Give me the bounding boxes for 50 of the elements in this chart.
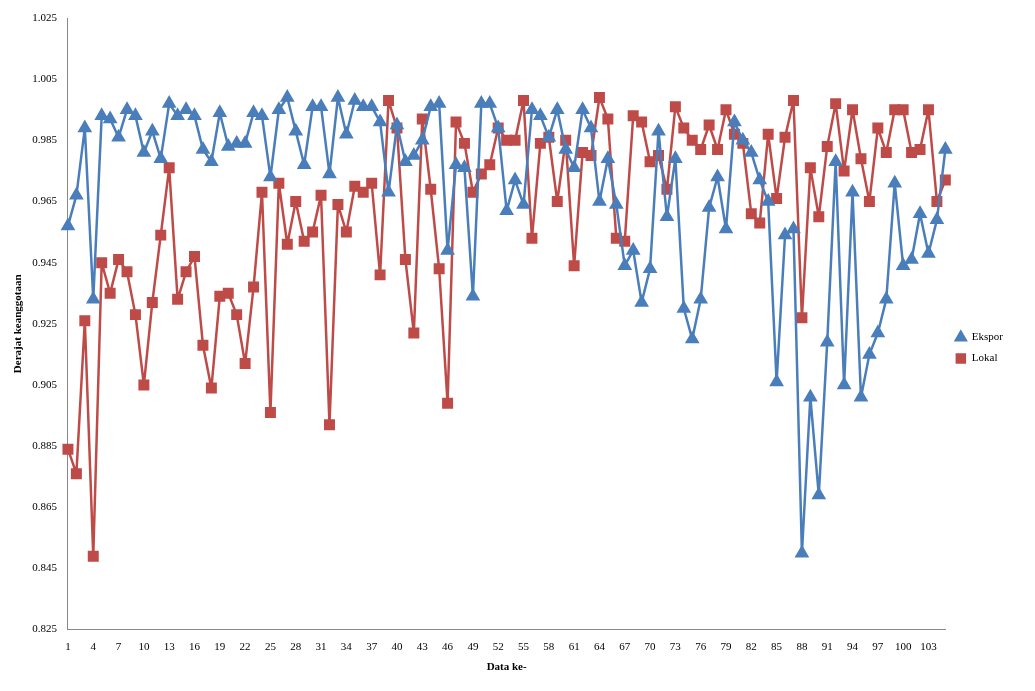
x-tick-label: 88: [796, 640, 808, 653]
x-tick-label: 46: [442, 640, 454, 653]
x-tick-label: 103: [920, 640, 938, 653]
x-tick-label: 4: [90, 640, 97, 653]
x-tick-label: 94: [847, 640, 859, 653]
x-tick-label: 37: [366, 640, 378, 653]
x-tick-label: 82: [745, 640, 757, 653]
x-tick-label: 67: [619, 640, 631, 653]
y-tick-label: 1.005: [32, 72, 58, 85]
x-tick-label: 64: [593, 640, 606, 653]
x-tick-label: 79: [720, 640, 732, 653]
y-axis-title: Derajat keanggotaan: [11, 274, 24, 374]
x-tick-label: 16: [189, 640, 201, 653]
y-tick-label: 0.845: [32, 561, 58, 574]
y-tick-label: 0.965: [32, 194, 58, 207]
x-axis-title: Data ke-: [486, 660, 527, 673]
x-tick-label: 19: [214, 640, 226, 653]
y-tick-label: 0.885: [32, 439, 58, 452]
x-tick-label: 73: [669, 640, 682, 653]
x-tick-label: 70: [644, 640, 657, 653]
x-tick-label: 97: [872, 640, 884, 653]
x-tick-label: 52: [492, 640, 504, 653]
x-tick-label: 7: [115, 640, 122, 653]
x-tick-label: 28: [290, 640, 302, 653]
x-tick-label: 49: [467, 640, 479, 653]
y-tick-label: 1.025: [32, 10, 58, 23]
y-tick-label: 0.925: [32, 316, 58, 329]
x-tick-label: 55: [518, 640, 530, 653]
y-tick-label: 0.945: [32, 255, 58, 268]
x-tick-label: 61: [568, 640, 580, 653]
x-tick-label: 22: [239, 640, 251, 653]
y-tick-label: 0.865: [32, 500, 58, 513]
y-tick-label: 0.905: [32, 377, 58, 390]
x-tick-label: 91: [821, 640, 833, 653]
x-tick-label: 100: [894, 640, 912, 653]
legend-label: Ekspor: [971, 330, 1004, 343]
x-tick-label: 13: [163, 640, 176, 653]
x-tick-label: 43: [416, 640, 429, 653]
x-tick-label: 34: [340, 640, 353, 653]
x-tick-label: 40: [391, 640, 403, 653]
x-tick-label: 1: [65, 640, 71, 653]
legend-label: Lokal: [971, 351, 998, 364]
x-tick-label: 58: [543, 640, 555, 653]
x-tick-label: 31: [315, 640, 327, 653]
x-tick-label: 25: [264, 640, 277, 653]
x-tick-label: 85: [771, 640, 783, 653]
x-tick-label: 10: [138, 640, 150, 653]
x-tick-label: 76: [695, 640, 707, 653]
y-tick-label: 0.825: [32, 622, 58, 635]
y-tick-label: 0.985: [32, 133, 58, 146]
